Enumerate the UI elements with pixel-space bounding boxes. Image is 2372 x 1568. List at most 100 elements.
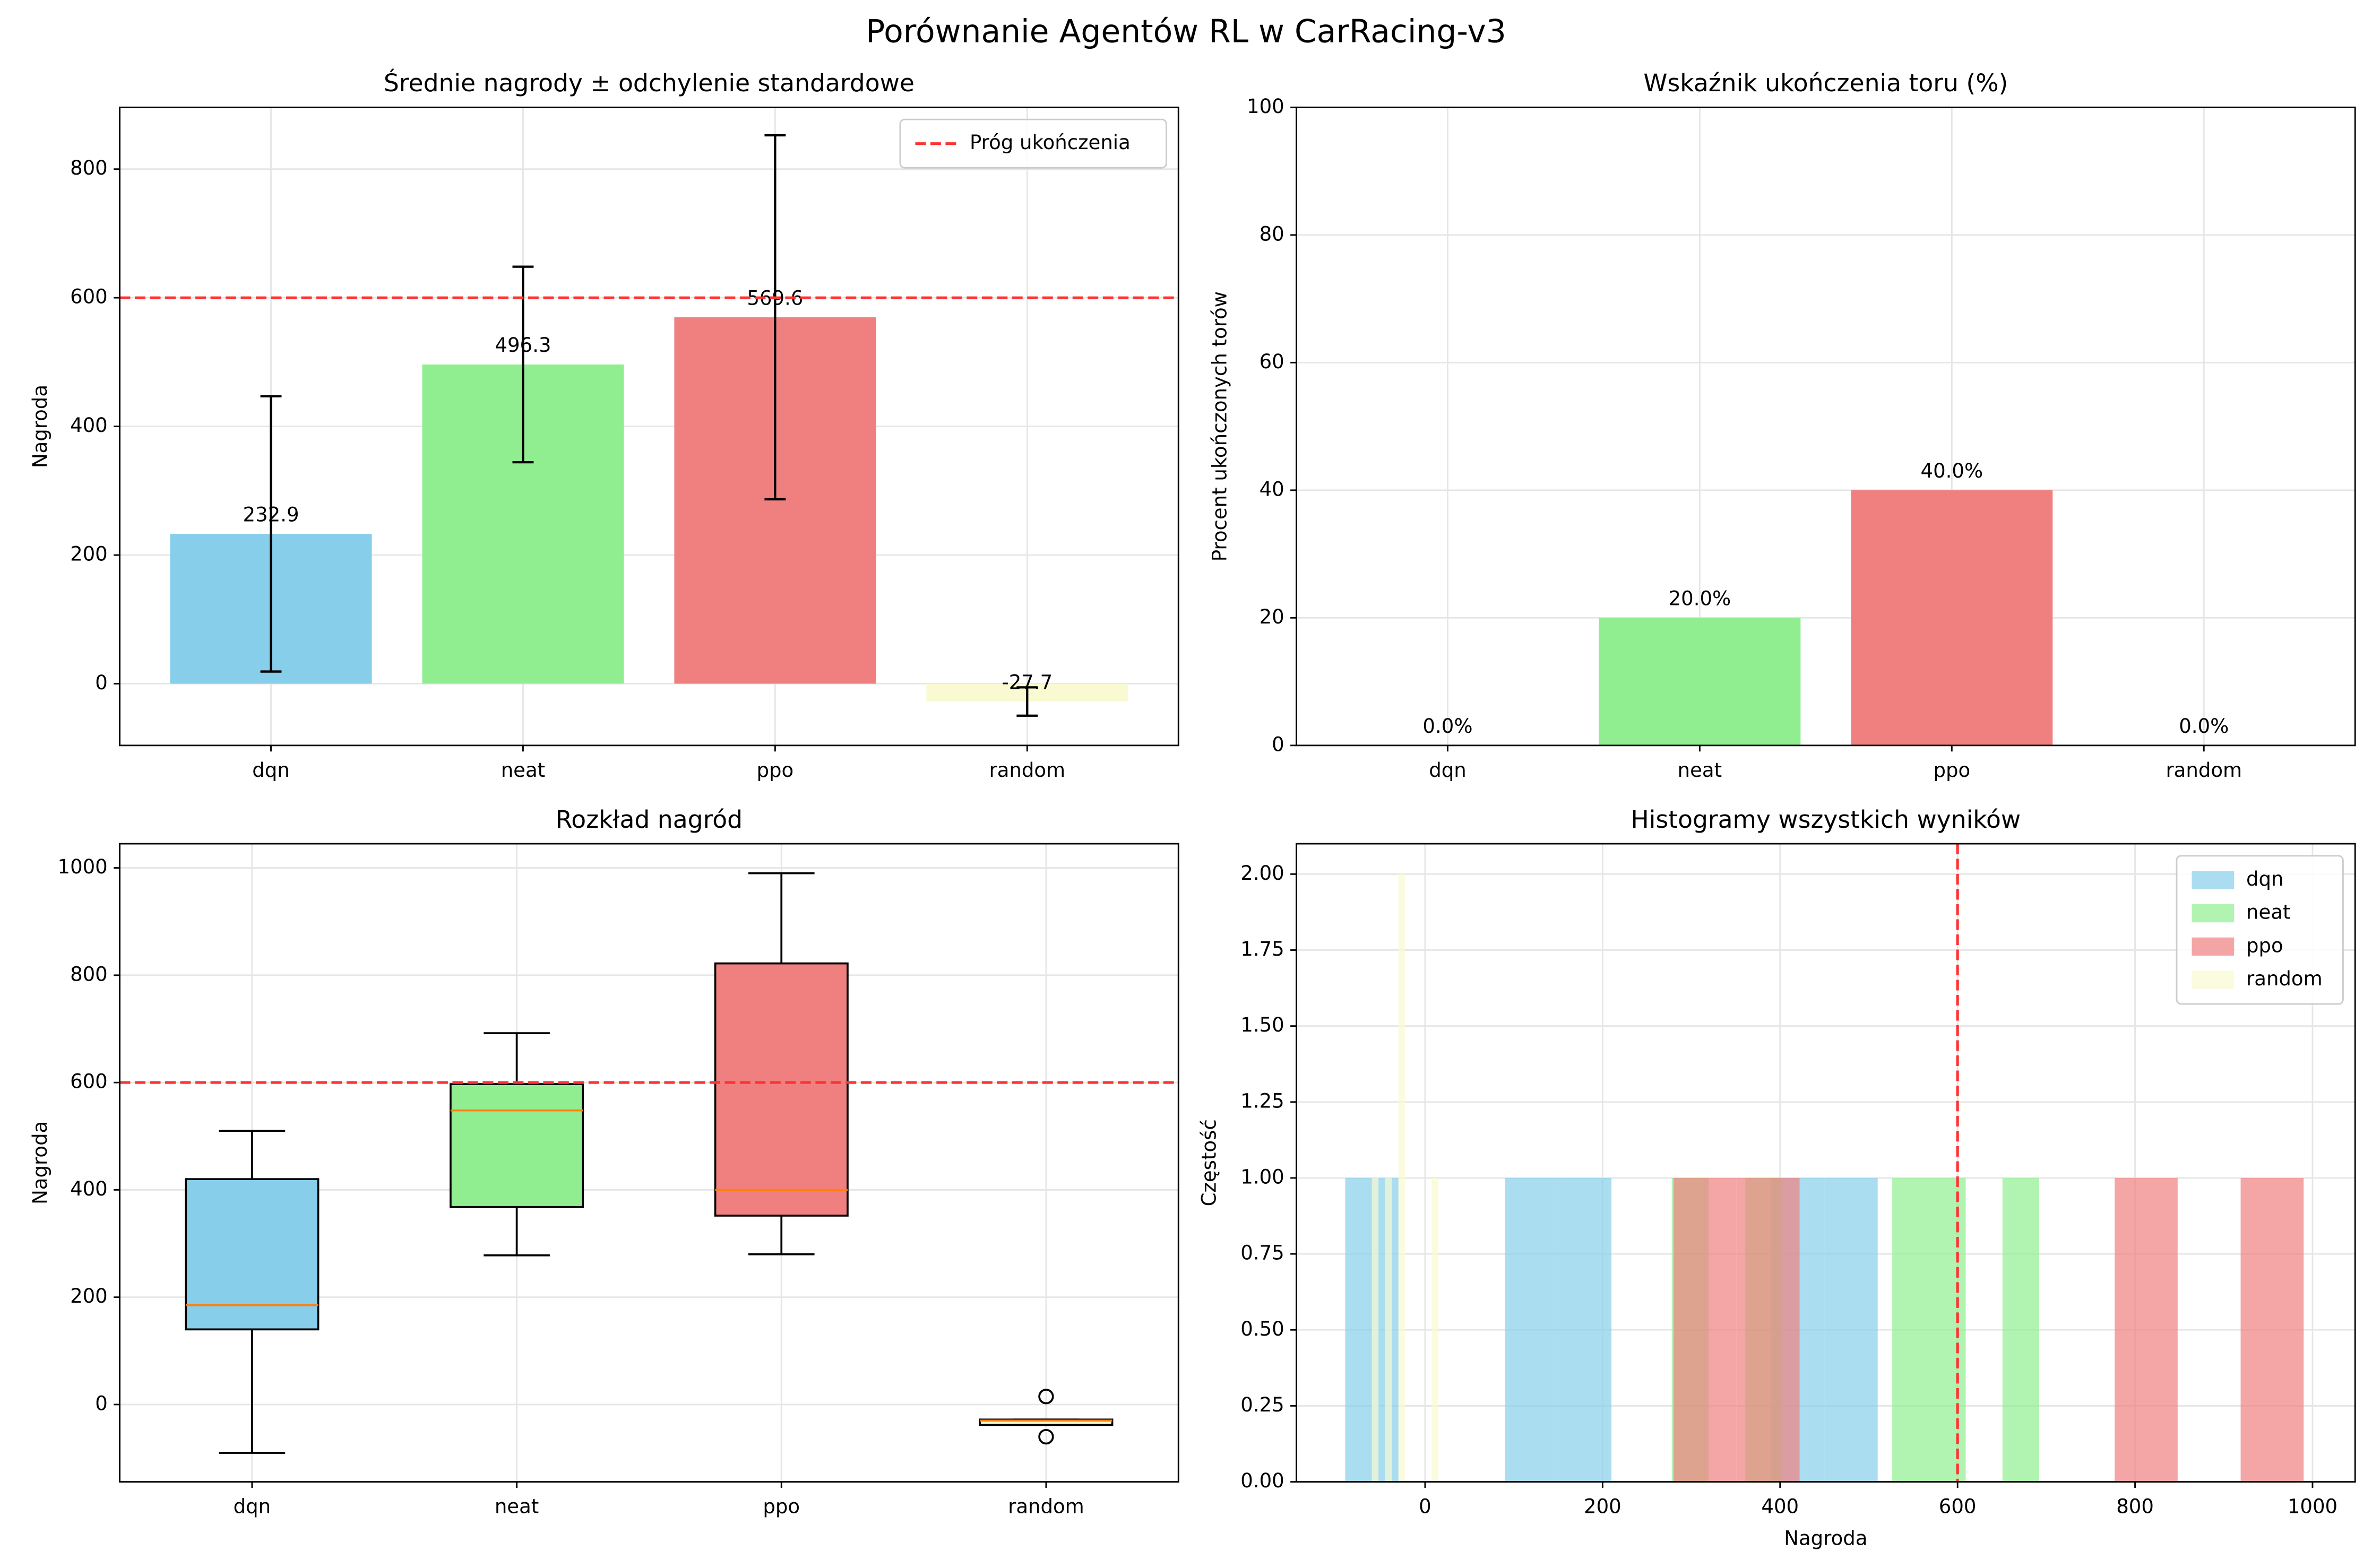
y-tick-label: 0.75 xyxy=(1240,1242,1284,1264)
value-label: 232.9 xyxy=(243,503,299,526)
y-tick-label: 0.00 xyxy=(1240,1469,1284,1492)
x-tick-label: neat xyxy=(501,759,545,782)
legend-label: ppo xyxy=(2246,934,2283,957)
outlier xyxy=(1038,1428,1054,1445)
y-axis-label: Nagroda xyxy=(29,1121,51,1205)
x-tick-label: 200 xyxy=(1584,1495,1621,1518)
y-tick-label: 0 xyxy=(1272,733,1284,756)
legend-symbol xyxy=(2192,904,2235,923)
legend-label: random xyxy=(2246,967,2323,990)
x-tick-label: dqn xyxy=(1429,759,1466,782)
subplot-title: Wskaźnik ukończenia toru (%) xyxy=(1643,69,2008,97)
y-tick-label: 1000 xyxy=(58,855,108,878)
histogram-bar xyxy=(1372,1177,1379,1482)
legend-symbol xyxy=(2192,971,2235,989)
y-tick-label: 40 xyxy=(1260,478,1284,500)
histogram-bar xyxy=(2002,1177,2039,1482)
box xyxy=(450,1083,584,1208)
histogram-bar xyxy=(1505,1177,1558,1482)
bar xyxy=(1851,490,2053,746)
y-tick-label: 1.75 xyxy=(1240,938,1284,960)
value-label: 0.0% xyxy=(2179,715,2229,738)
histogram-bar xyxy=(1385,1177,1392,1482)
value-label: 20.0% xyxy=(1669,587,1731,610)
x-tick-label: ppo xyxy=(763,1495,800,1518)
legend-symbol xyxy=(2192,937,2235,956)
box xyxy=(979,1418,1114,1426)
y-axis-label: Częstość xyxy=(1198,1119,1221,1206)
x-tick-label: 1000 xyxy=(2288,1495,2338,1518)
y-tick-label: 400 xyxy=(70,414,108,437)
x-tick-label: random xyxy=(989,759,1065,782)
legend-box xyxy=(899,118,1167,169)
histogram-bar xyxy=(1431,1177,1439,1482)
y-tick-label: 600 xyxy=(70,1070,108,1093)
y-tick-label: 1.00 xyxy=(1240,1165,1284,1188)
histogram-bar xyxy=(2240,1177,2304,1482)
histogram-bar xyxy=(2115,1177,2178,1482)
y-tick-label: 800 xyxy=(70,963,108,985)
value-label: 0.0% xyxy=(1422,715,1472,738)
x-tick-label: random xyxy=(1008,1495,1084,1518)
plot-frame xyxy=(1296,106,2356,747)
bar xyxy=(1599,618,1801,746)
outlier xyxy=(1038,1389,1054,1405)
value-label: -27.7 xyxy=(1002,671,1053,694)
legend-label: neat xyxy=(2246,901,2290,924)
y-tick-label: 1.50 xyxy=(1240,1013,1284,1036)
legend-label: Próg ukończenia xyxy=(970,131,1131,154)
x-tick-label: dqn xyxy=(234,1495,271,1518)
x-tick-label: neat xyxy=(495,1495,539,1518)
y-axis-label: Nagroda xyxy=(29,385,51,468)
y-tick-label: 600 xyxy=(70,285,108,308)
histogram-bar xyxy=(1558,1177,1612,1482)
y-tick-label: 1.25 xyxy=(1240,1089,1284,1112)
y-tick-label: 200 xyxy=(70,1285,108,1307)
legend-label: dqn xyxy=(2246,868,2283,890)
box xyxy=(714,962,849,1217)
plot-frame xyxy=(1296,843,2356,1483)
subplot-title: Histogramy wszystkich wyników xyxy=(1631,805,2021,834)
y-tick-label: 0 xyxy=(95,1392,108,1415)
histogram-bar xyxy=(1398,874,1405,1482)
legend: dqn neat ppo random xyxy=(2176,855,2344,1005)
y-tick-label: 20 xyxy=(1260,605,1284,628)
histogram-bar xyxy=(1929,1177,1966,1482)
x-tick-label: 0 xyxy=(1419,1495,1431,1518)
y-tick-label: 400 xyxy=(70,1177,108,1200)
x-tick-label: 800 xyxy=(2116,1495,2154,1518)
x-tick-label: 600 xyxy=(1939,1495,1977,1518)
x-tick-label: ppo xyxy=(1933,759,1970,782)
y-tick-label: 0 xyxy=(95,671,108,694)
y-tick-label: 200 xyxy=(70,543,108,566)
histogram-bar xyxy=(1824,1177,1878,1482)
figure-title: Porównanie Agentów RL w CarRacing-v3 xyxy=(866,13,1506,50)
y-tick-label: 0.25 xyxy=(1240,1393,1284,1416)
x-axis-label: Nagroda xyxy=(1784,1527,1867,1549)
y-tick-label: 2.00 xyxy=(1240,862,1284,885)
value-label: 40.0% xyxy=(1921,460,1983,482)
y-tick-label: 800 xyxy=(70,157,108,179)
box xyxy=(185,1178,320,1331)
legend-symbol xyxy=(2192,871,2235,889)
y-tick-label: 60 xyxy=(1260,350,1284,373)
histogram-bar xyxy=(1674,1177,1737,1482)
legend-box xyxy=(2176,855,2344,1005)
subplot-title: Rozkład nagród xyxy=(556,805,743,834)
x-tick-label: neat xyxy=(1678,759,1722,782)
y-tick-label: 0.50 xyxy=(1240,1318,1284,1340)
histogram-bar xyxy=(1736,1177,1800,1482)
value-label: 496.3 xyxy=(495,334,551,357)
x-tick-label: ppo xyxy=(757,759,794,782)
subplot-title: Średnie nagrody ± odchylenie standardowe xyxy=(384,68,915,97)
y-tick-label: 80 xyxy=(1260,222,1284,245)
y-axis-label: Procent ukończonych torów xyxy=(1209,291,1231,561)
y-tick-label: 100 xyxy=(1247,95,1284,118)
histogram-bar xyxy=(1892,1177,1929,1482)
x-tick-label: dqn xyxy=(252,759,289,782)
x-tick-label: 400 xyxy=(1761,1495,1799,1518)
plot-frame xyxy=(119,843,1179,1483)
